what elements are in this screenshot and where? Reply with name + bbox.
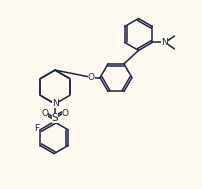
Text: O: O	[87, 73, 95, 82]
Text: F: F	[34, 124, 39, 133]
Text: N: N	[161, 38, 168, 47]
Text: N: N	[52, 99, 58, 108]
Text: O: O	[62, 109, 69, 118]
Text: O: O	[41, 109, 48, 118]
Text: S: S	[52, 113, 58, 123]
